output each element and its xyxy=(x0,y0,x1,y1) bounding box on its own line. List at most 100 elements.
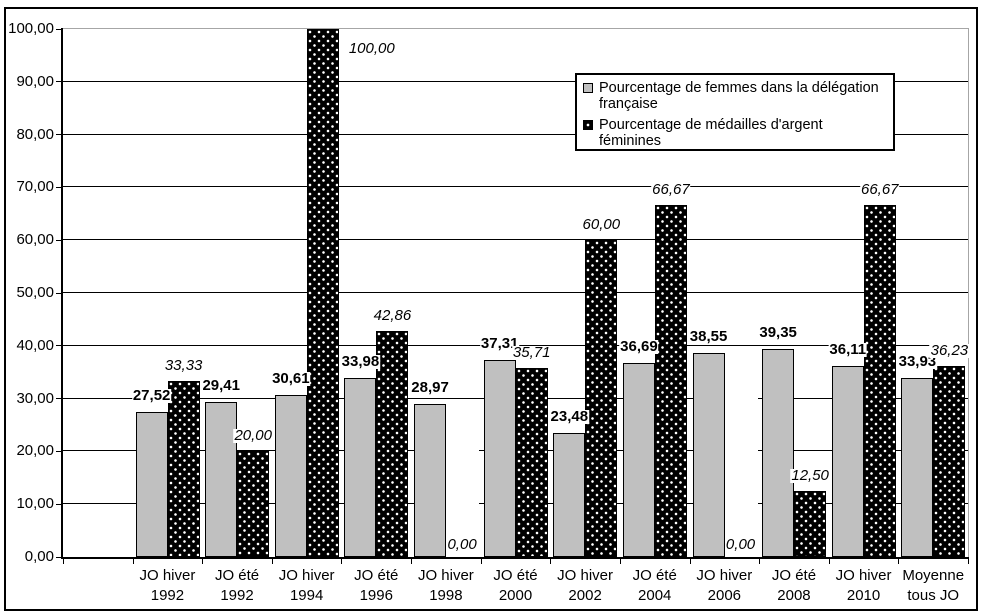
bar-femmes xyxy=(135,411,168,557)
bar-femmes xyxy=(622,363,655,557)
zero-bar-area xyxy=(724,353,758,557)
bar-femmes xyxy=(274,395,307,557)
gridline xyxy=(63,239,968,241)
value-label-argent: 42,86 xyxy=(372,306,413,324)
zero-bar-area xyxy=(446,404,480,557)
bar-femmes xyxy=(831,366,864,557)
value-label-femmes: 27,52 xyxy=(131,386,172,404)
bar-femmes xyxy=(344,377,377,557)
legend-swatch-femmes-icon xyxy=(583,83,593,93)
bar-argent xyxy=(167,381,200,557)
y-axis-tick xyxy=(56,239,63,241)
y-axis-tick-label: 80,00 xyxy=(16,125,54,143)
value-label-argent: 12,50 xyxy=(790,467,830,484)
x-axis-category-label: JO été 2000 xyxy=(493,567,538,604)
y-axis-tick xyxy=(56,398,63,400)
value-label-femmes: 30,61 xyxy=(271,370,311,388)
x-axis-tick xyxy=(550,559,552,564)
value-label-argent: 0,00 xyxy=(724,536,757,553)
bar-argent xyxy=(237,451,270,557)
value-label-argent: 66,67 xyxy=(651,180,691,198)
y-axis-tick xyxy=(56,134,63,136)
value-label-argent: 0,00 xyxy=(446,536,478,553)
x-axis-tick xyxy=(619,559,621,564)
value-label-femmes: 28,97 xyxy=(410,379,450,397)
x-axis-category-label: JO hiver 1998 xyxy=(417,567,474,604)
y-axis-tick xyxy=(56,292,63,294)
legend-label-argent: Pourcentage de médailles d'argent fémini… xyxy=(599,117,823,149)
bar-argent xyxy=(585,240,618,557)
plot-area: 27,52 33,33 29,41 20,00 30,61 100,00 33,98 42,8… xyxy=(63,29,970,557)
value-label-femmes: 38,55 xyxy=(688,328,729,346)
bar-argent xyxy=(933,365,966,557)
legend-item-femmes: Pourcentage de femmes dans la délégation… xyxy=(583,80,887,112)
x-axis-tick xyxy=(63,559,64,564)
x-axis-tick xyxy=(341,559,343,564)
bar-argent xyxy=(794,491,827,557)
bar-femmes xyxy=(901,377,934,557)
value-label-argent: 60,00 xyxy=(581,216,622,234)
x-axis-tick xyxy=(968,559,969,564)
x-axis-category-label: JO hiver 2010 xyxy=(835,567,892,604)
value-label-femmes: 23,48 xyxy=(549,408,590,426)
value-label-femmes: 39,35 xyxy=(758,324,798,342)
y-axis-tick-label: 100,00 xyxy=(8,20,54,37)
value-label-argent: 66,67 xyxy=(859,180,900,198)
bar-argent xyxy=(515,368,548,557)
x-axis-line xyxy=(61,557,969,559)
x-axis-category-label: JO hiver 2006 xyxy=(696,567,753,604)
gridline xyxy=(63,133,968,135)
x-axis-category-label: JO hiver 1994 xyxy=(278,567,335,604)
value-label-argent: 20,00 xyxy=(233,427,273,445)
y-axis-tick-label: 20,00 xyxy=(16,442,54,460)
y-axis-tick-label: 30,00 xyxy=(16,389,54,407)
x-axis-tick xyxy=(689,559,691,564)
y-axis-tick xyxy=(56,503,63,505)
x-axis-category-label: JO été 1992 xyxy=(214,567,260,604)
gridline xyxy=(63,292,968,293)
x-axis-category-label: Moyenne tous JO xyxy=(902,567,965,604)
y-axis-line xyxy=(61,28,63,559)
bar-femmes xyxy=(483,360,516,557)
bar-argent xyxy=(306,29,339,557)
bar-argent xyxy=(654,204,687,557)
x-axis-category-label: JO été 2008 xyxy=(771,567,817,604)
bar-femmes xyxy=(692,353,725,557)
plot-border-top xyxy=(63,28,969,29)
x-axis-tick xyxy=(202,559,204,564)
bar-femmes xyxy=(553,433,586,557)
value-label-argent: 33,33 xyxy=(163,357,204,375)
y-axis-tick xyxy=(56,81,63,83)
bar-femmes xyxy=(762,349,795,557)
y-axis-tick xyxy=(56,186,63,188)
x-axis-tick xyxy=(271,559,273,564)
x-axis-tick xyxy=(480,559,482,564)
x-axis-category-label: JO été 1996 xyxy=(354,567,399,604)
bar-argent xyxy=(376,330,409,557)
y-axis-tick-label: 40,00 xyxy=(16,336,54,354)
bar-femmes xyxy=(205,401,238,557)
value-label-femmes: 36,11 xyxy=(828,341,868,359)
y-axis-tick xyxy=(56,556,63,558)
x-axis-category-label: JO été 2004 xyxy=(632,567,677,604)
y-axis-tick-label: 10,00 xyxy=(16,495,54,513)
x-axis-tick xyxy=(828,559,830,564)
legend-item-argent: Pourcentage de médailles d'argent fémini… xyxy=(583,117,887,149)
y-axis-tick xyxy=(56,450,63,452)
x-axis-tick xyxy=(759,559,761,564)
bar-argent xyxy=(863,204,896,557)
legend-swatch-argent-icon xyxy=(583,120,593,130)
gridline xyxy=(63,80,968,82)
value-label-femmes: 33,98 xyxy=(340,352,381,370)
value-label-femmes: 33,93 xyxy=(897,352,938,370)
y-axis-tick xyxy=(56,345,63,347)
y-axis-tick-label: 90,00 xyxy=(16,72,54,90)
y-axis-tick-label: 50,00 xyxy=(16,284,54,301)
gridline xyxy=(63,186,968,188)
x-axis-tick xyxy=(411,559,413,564)
value-label-femmes: 37,31 xyxy=(479,335,520,353)
plot-border-right xyxy=(968,28,969,558)
value-label-femmes: 29,41 xyxy=(201,376,241,394)
legend-label-femmes: Pourcentage de femmes dans la délégation… xyxy=(599,80,879,112)
